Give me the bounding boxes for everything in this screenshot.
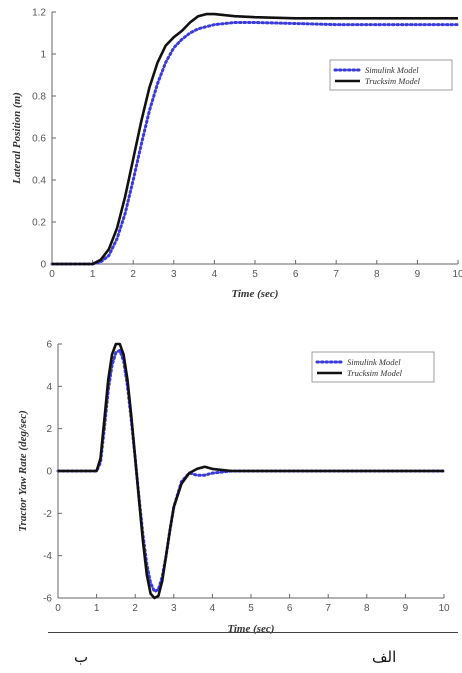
- y-tick-label: 4: [46, 382, 52, 393]
- legend-label: Simulink Model: [365, 65, 419, 75]
- legend-label: Trucksim Model: [347, 368, 403, 378]
- y-tick-label: -6: [43, 594, 52, 605]
- x-axis-label: Time (sec): [232, 288, 279, 300]
- series-line-trucksim: [52, 12, 458, 266]
- legend-box: [311, 351, 435, 383]
- x-tick-label: 9: [403, 603, 409, 614]
- y-tick-label: 1.2: [32, 8, 46, 19]
- y-tick-label: 1: [40, 50, 46, 61]
- series-line-trucksim: [58, 342, 444, 600]
- chart-2: 0 1 2 3 4 5 6 7 8 9 10 -6 -4 -2 0 2 4 6 Time (sec) Tractor …: [17, 340, 450, 636]
- x-tick-label: 7: [325, 603, 331, 614]
- y-tick-label: 0.8: [32, 92, 46, 103]
- y-tick-label: 0: [40, 260, 46, 271]
- x-tick-label: 6: [293, 269, 299, 280]
- y-tick-label: 2: [46, 424, 52, 435]
- y-tick-label: 0.6: [32, 134, 46, 145]
- x-tick-label: 5: [252, 269, 258, 280]
- legend-label: Trucksim Model: [365, 76, 421, 86]
- series-line-simulink: [50, 21, 460, 266]
- legend-label: Simulink Model: [347, 357, 401, 367]
- caption-left: ب: [74, 648, 89, 666]
- y-tick-label: -4: [43, 551, 52, 562]
- x-tick-label: 10: [452, 269, 462, 280]
- y-tick-label: 0.4: [32, 176, 46, 187]
- x-tick-label: 2: [132, 603, 138, 614]
- x-tick-label: 4: [210, 603, 216, 614]
- legend-box: [329, 59, 453, 91]
- x-tick-label: 10: [438, 603, 450, 614]
- x-tick-label: 7: [333, 269, 339, 280]
- x-axis-label: Time (sec): [228, 623, 275, 635]
- caption-right: الف: [372, 648, 397, 666]
- x-tick-label: 0: [55, 603, 61, 614]
- y-axis-label: Tractor Yaw Rate (deg/sec): [17, 410, 29, 532]
- divider-line: [48, 632, 458, 633]
- x-tick-label: 1: [90, 269, 96, 280]
- x-tick-label: 3: [171, 269, 177, 280]
- chart-1: 0 1 2 3 4 5 6 7 8 9 10 0 0.2 0.4 0.6 0.8 1 1.2 Time (sec) L…: [11, 8, 462, 301]
- y-tick-label: 6: [46, 340, 52, 351]
- x-tick-label: 9: [415, 269, 421, 280]
- x-tick-label: 4: [212, 269, 218, 280]
- x-tick-label: 1: [94, 603, 100, 614]
- x-tick-label: 5: [248, 603, 254, 614]
- y-tick-label: 0: [46, 467, 52, 478]
- y-tick-label: 0.2: [32, 218, 46, 229]
- x-tick-label: 8: [364, 603, 370, 614]
- x-tick-label: 6: [287, 603, 293, 614]
- x-tick-label: 2: [130, 269, 136, 280]
- x-tick-label: 3: [171, 603, 177, 614]
- x-tick-label: 0: [49, 269, 55, 280]
- y-axis-label: Lateral Position (m): [11, 92, 23, 185]
- y-tick-label: -2: [43, 509, 52, 520]
- x-tick-label: 8: [374, 269, 380, 280]
